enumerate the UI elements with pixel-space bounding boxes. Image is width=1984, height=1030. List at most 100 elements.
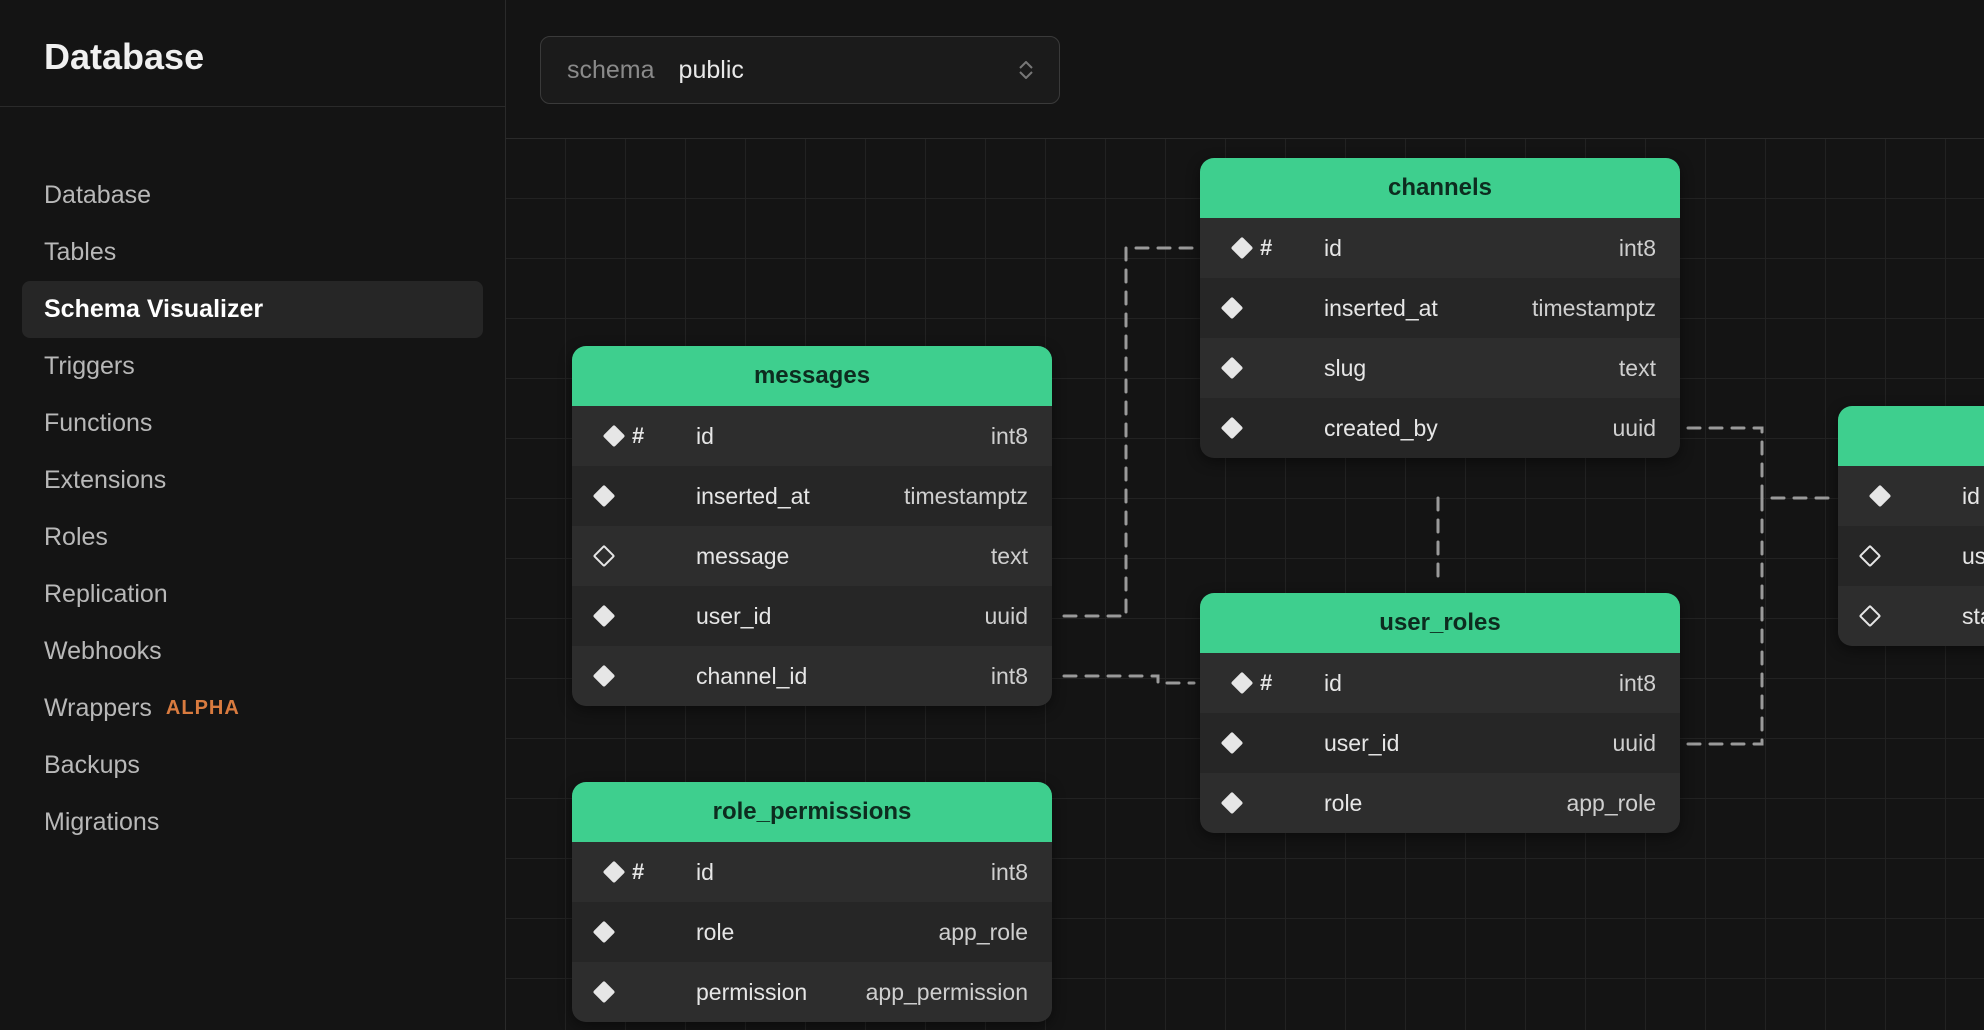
table-column-row[interactable]: #idint8: [572, 842, 1052, 902]
schema-canvas-area: schema public messages#idint8inserted_at…: [506, 0, 1984, 1030]
diamond-fill-icon: [596, 488, 612, 504]
column-name: inserted_at: [696, 483, 904, 510]
table-column-row[interactable]: sta: [1838, 586, 1984, 646]
table-column-row[interactable]: slugtext: [1200, 338, 1680, 398]
diamond-fill-icon: [606, 428, 622, 444]
diamond-fill-icon: [1234, 240, 1250, 256]
table-column-row[interactable]: created_byuuid: [1200, 398, 1680, 458]
column-name: channel_id: [696, 663, 991, 690]
column-type: int8: [991, 423, 1028, 450]
hash-icon: #: [1260, 235, 1272, 261]
diamond-fill-icon: [1234, 675, 1250, 691]
diamond-empty-icon: [596, 548, 612, 564]
sidebar-item-roles[interactable]: Roles: [22, 509, 483, 566]
column-type: uuid: [985, 603, 1028, 630]
column-name: role: [1324, 790, 1566, 817]
column-icons: #: [596, 423, 696, 449]
sidebar-item-label: Tables: [44, 238, 116, 267]
schema-select-value: public: [679, 56, 744, 85]
diamond-empty-icon: [1862, 608, 1878, 624]
hash-icon: #: [1260, 670, 1272, 696]
sidebar-item-triggers[interactable]: Triggers: [22, 338, 483, 395]
page-title: Database: [0, 0, 505, 107]
column-icons: [1224, 300, 1324, 316]
column-name: id: [696, 423, 991, 450]
diamond-fill-icon: [1872, 488, 1888, 504]
table-header: user_roles: [1200, 593, 1680, 653]
sidebar-item-label: Wrappers: [44, 694, 152, 723]
table-card-role_permissions[interactable]: role_permissions#idint8roleapp_rolepermi…: [572, 782, 1052, 1022]
table-column-row[interactable]: channel_idint8: [572, 646, 1052, 706]
column-type: timestamptz: [1532, 295, 1656, 322]
table-column-row[interactable]: messagetext: [572, 526, 1052, 586]
table-body: #idint8inserted_attimestamptzslugtextcre…: [1200, 218, 1680, 458]
column-name: created_by: [1324, 415, 1613, 442]
sidebar-item-functions[interactable]: Functions: [22, 395, 483, 452]
column-icons: [596, 548, 696, 564]
schema-select-label: schema: [567, 56, 655, 85]
sidebar-item-label: Replication: [44, 580, 168, 609]
table-column-row[interactable]: inserted_attimestamptz: [572, 466, 1052, 526]
schema-select[interactable]: schema public: [540, 36, 1060, 104]
column-type: int8: [991, 859, 1028, 886]
sidebar-item-schema-visualizer[interactable]: Schema Visualizer: [22, 281, 483, 338]
table-column-row[interactable]: use: [1838, 526, 1984, 586]
table-column-row[interactable]: # idint8: [1200, 218, 1680, 278]
sidebar-item-wrappers[interactable]: WrappersALPHA: [22, 680, 483, 737]
chevron-up-down-icon: [1019, 61, 1033, 79]
column-type: app_role: [1566, 790, 1656, 817]
column-icons: [596, 924, 696, 940]
column-name: inserted_at: [1324, 295, 1532, 322]
table-column-row[interactable]: user_iduuid: [1200, 713, 1680, 773]
sidebar-item-replication[interactable]: Replication: [22, 566, 483, 623]
table-card-channels[interactable]: channels#idint8inserted_attimestamptzslu…: [1200, 158, 1680, 458]
column-name: role: [696, 919, 938, 946]
table-column-row[interactable]: inserted_attimestamptz: [1200, 278, 1680, 338]
sidebar-item-backups[interactable]: Backups: [22, 737, 483, 794]
table-body: #idint8roleapp_rolepermissionapp_permiss…: [572, 842, 1052, 1022]
sidebar-item-webhooks[interactable]: Webhooks: [22, 623, 483, 680]
table-body: #idint8inserted_attimestamptzmessagetext…: [572, 406, 1052, 706]
table-column-row[interactable]: user_iduuid: [572, 586, 1052, 646]
table-header: role_permissions: [572, 782, 1052, 842]
diamond-fill-icon: [1224, 300, 1240, 316]
column-name: user_id: [696, 603, 985, 630]
sidebar-item-extensions[interactable]: Extensions: [22, 452, 483, 509]
table-header: messages: [572, 346, 1052, 406]
sidebar-item-label: Webhooks: [44, 637, 162, 666]
diamond-fill-icon: [1224, 360, 1240, 376]
sidebar-item-database[interactable]: Database: [22, 167, 483, 224]
diamond-fill-icon: [596, 924, 612, 940]
table-body: #idint8user_iduuidroleapp_role: [1200, 653, 1680, 833]
table-column-row[interactable]: roleapp_role: [1200, 773, 1680, 833]
column-icons: [596, 668, 696, 684]
column-name: id: [696, 859, 991, 886]
diamond-fill-icon: [596, 984, 612, 1000]
table-card-partial_right[interactable]: idusesta: [1838, 406, 1984, 646]
sidebar-item-label: Functions: [44, 409, 152, 438]
column-type: app_role: [938, 919, 1028, 946]
column-icons: [1224, 795, 1324, 811]
column-name: permission: [696, 979, 866, 1006]
sidebar-item-migrations[interactable]: Migrations: [22, 794, 483, 851]
table-column-row[interactable]: #idint8: [1200, 653, 1680, 713]
table-column-row[interactable]: id: [1838, 466, 1984, 526]
table-card-messages[interactable]: messages#idint8inserted_attimestamptzmes…: [572, 346, 1052, 706]
diamond-fill-icon: [1224, 420, 1240, 436]
column-icons: #: [1224, 670, 1324, 696]
table-column-row[interactable]: roleapp_role: [572, 902, 1052, 962]
column-type: uuid: [1613, 730, 1656, 757]
table-column-row[interactable]: #idint8: [572, 406, 1052, 466]
table-card-user_roles[interactable]: user_roles#idint8user_iduuidroleapp_role: [1200, 593, 1680, 833]
column-icons: [1224, 360, 1324, 376]
sidebar: Database Database Tables Schema Visualizer…: [0, 0, 506, 1030]
table-column-row[interactable]: permissionapp_permission: [572, 962, 1052, 1022]
column-type: text: [991, 543, 1028, 570]
column-name: id: [1324, 235, 1619, 262]
column-type: int8: [1619, 235, 1656, 262]
sidebar-item-label: Roles: [44, 523, 108, 552]
column-icons: [1224, 420, 1324, 436]
sidebar-item-label: Database: [44, 181, 151, 210]
column-type: app_permission: [866, 979, 1028, 1006]
sidebar-item-tables[interactable]: Tables: [22, 224, 483, 281]
